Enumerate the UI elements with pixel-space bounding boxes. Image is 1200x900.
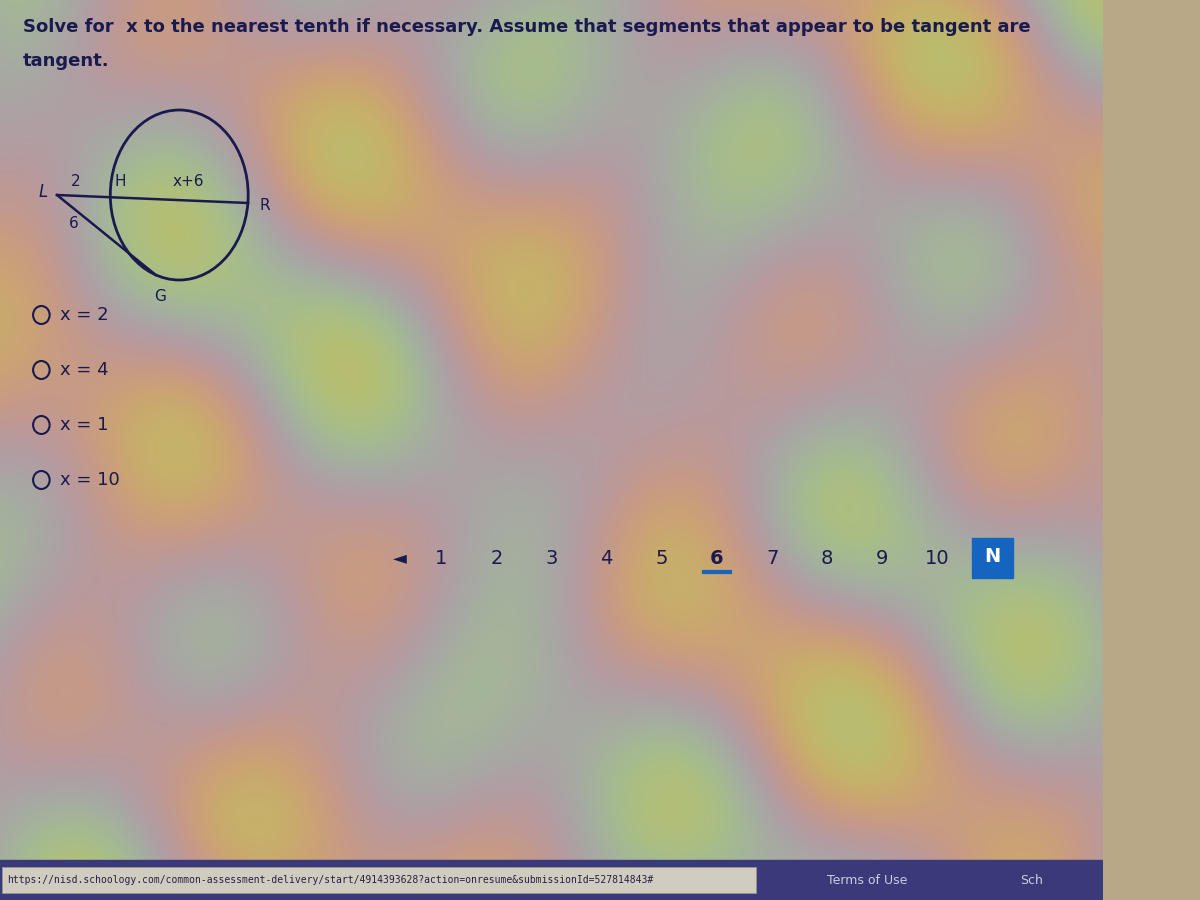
Text: R: R	[259, 197, 270, 212]
Text: 4: 4	[600, 548, 613, 568]
Text: 9: 9	[876, 548, 888, 568]
Text: x = 4: x = 4	[60, 361, 108, 379]
Text: 2: 2	[71, 174, 80, 188]
Text: x = 10: x = 10	[60, 471, 120, 489]
Text: 6: 6	[710, 548, 724, 568]
Text: 6: 6	[68, 215, 78, 230]
Text: 1: 1	[436, 548, 448, 568]
Bar	[0, 860, 1103, 900]
Text: Solve for  x to the nearest tenth if necessary. Assume that segments that appear: Solve for x to the nearest tenth if nece…	[23, 18, 1031, 36]
Text: x+6: x+6	[173, 174, 204, 188]
Text: H: H	[115, 174, 126, 188]
Text: ◄: ◄	[392, 549, 407, 567]
Text: tangent.: tangent.	[23, 52, 109, 70]
Text: 7: 7	[766, 548, 779, 568]
Text: Sch: Sch	[1020, 874, 1043, 886]
Text: 3: 3	[545, 548, 558, 568]
Text: G: G	[155, 289, 166, 304]
Text: x = 1: x = 1	[60, 416, 108, 434]
Text: Terms of Use: Terms of Use	[827, 874, 907, 886]
FancyBboxPatch shape	[2, 867, 756, 893]
Text: x = 2: x = 2	[60, 306, 108, 324]
Text: 5: 5	[655, 548, 668, 568]
Text: L: L	[38, 183, 48, 201]
FancyBboxPatch shape	[972, 538, 1013, 578]
Text: 10: 10	[925, 548, 950, 568]
Text: 8: 8	[821, 548, 834, 568]
Text: 2: 2	[490, 548, 503, 568]
Text: https://nisd.schoology.com/common-assessment-delivery/start/4914393628?action=on: https://nisd.schoology.com/common-assess…	[7, 875, 654, 885]
Text: N: N	[984, 546, 1001, 565]
